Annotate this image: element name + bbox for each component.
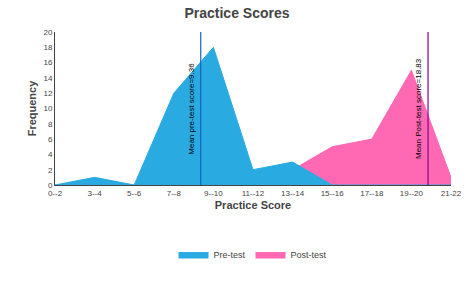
svg-text:5--6: 5--6	[127, 189, 142, 198]
svg-text:17--18: 17--18	[360, 189, 384, 198]
svg-text:Practice Score: Practice Score	[215, 199, 291, 211]
svg-text:9--10: 9--10	[204, 189, 223, 198]
svg-text:2: 2	[48, 166, 53, 175]
svg-text:6: 6	[48, 135, 53, 144]
svg-text:Mean pre-test score=9.36: Mean pre-test score=9.36	[187, 63, 196, 155]
svg-text:13--14: 13--14	[281, 189, 305, 198]
svg-text:Frequency: Frequency	[26, 80, 38, 137]
svg-text:14: 14	[43, 74, 52, 83]
svg-text:11--12: 11--12	[242, 189, 265, 198]
svg-text:4: 4	[48, 150, 53, 159]
svg-text:3--4: 3--4	[87, 189, 102, 198]
svg-text:8: 8	[48, 120, 53, 129]
svg-text:15--16: 15--16	[321, 189, 345, 198]
svg-text:16: 16	[43, 58, 52, 67]
svg-text:Practice Scores: Practice Scores	[184, 5, 289, 21]
svg-text:10: 10	[43, 104, 52, 113]
svg-text:18: 18	[43, 43, 52, 52]
svg-text:Pre-test: Pre-test	[214, 250, 246, 260]
svg-text:Post-test: Post-test	[291, 250, 327, 260]
svg-text:0--2: 0--2	[48, 189, 63, 198]
svg-text:7--8: 7--8	[167, 189, 182, 198]
svg-text:12: 12	[43, 89, 52, 98]
svg-text:20: 20	[43, 28, 52, 37]
svg-text:21-22: 21-22	[441, 189, 462, 198]
svg-text:0: 0	[48, 181, 53, 190]
svg-text:Mean Post-test score=18.83: Mean Post-test score=18.83	[414, 58, 423, 159]
svg-text:19--20: 19--20	[400, 189, 424, 198]
